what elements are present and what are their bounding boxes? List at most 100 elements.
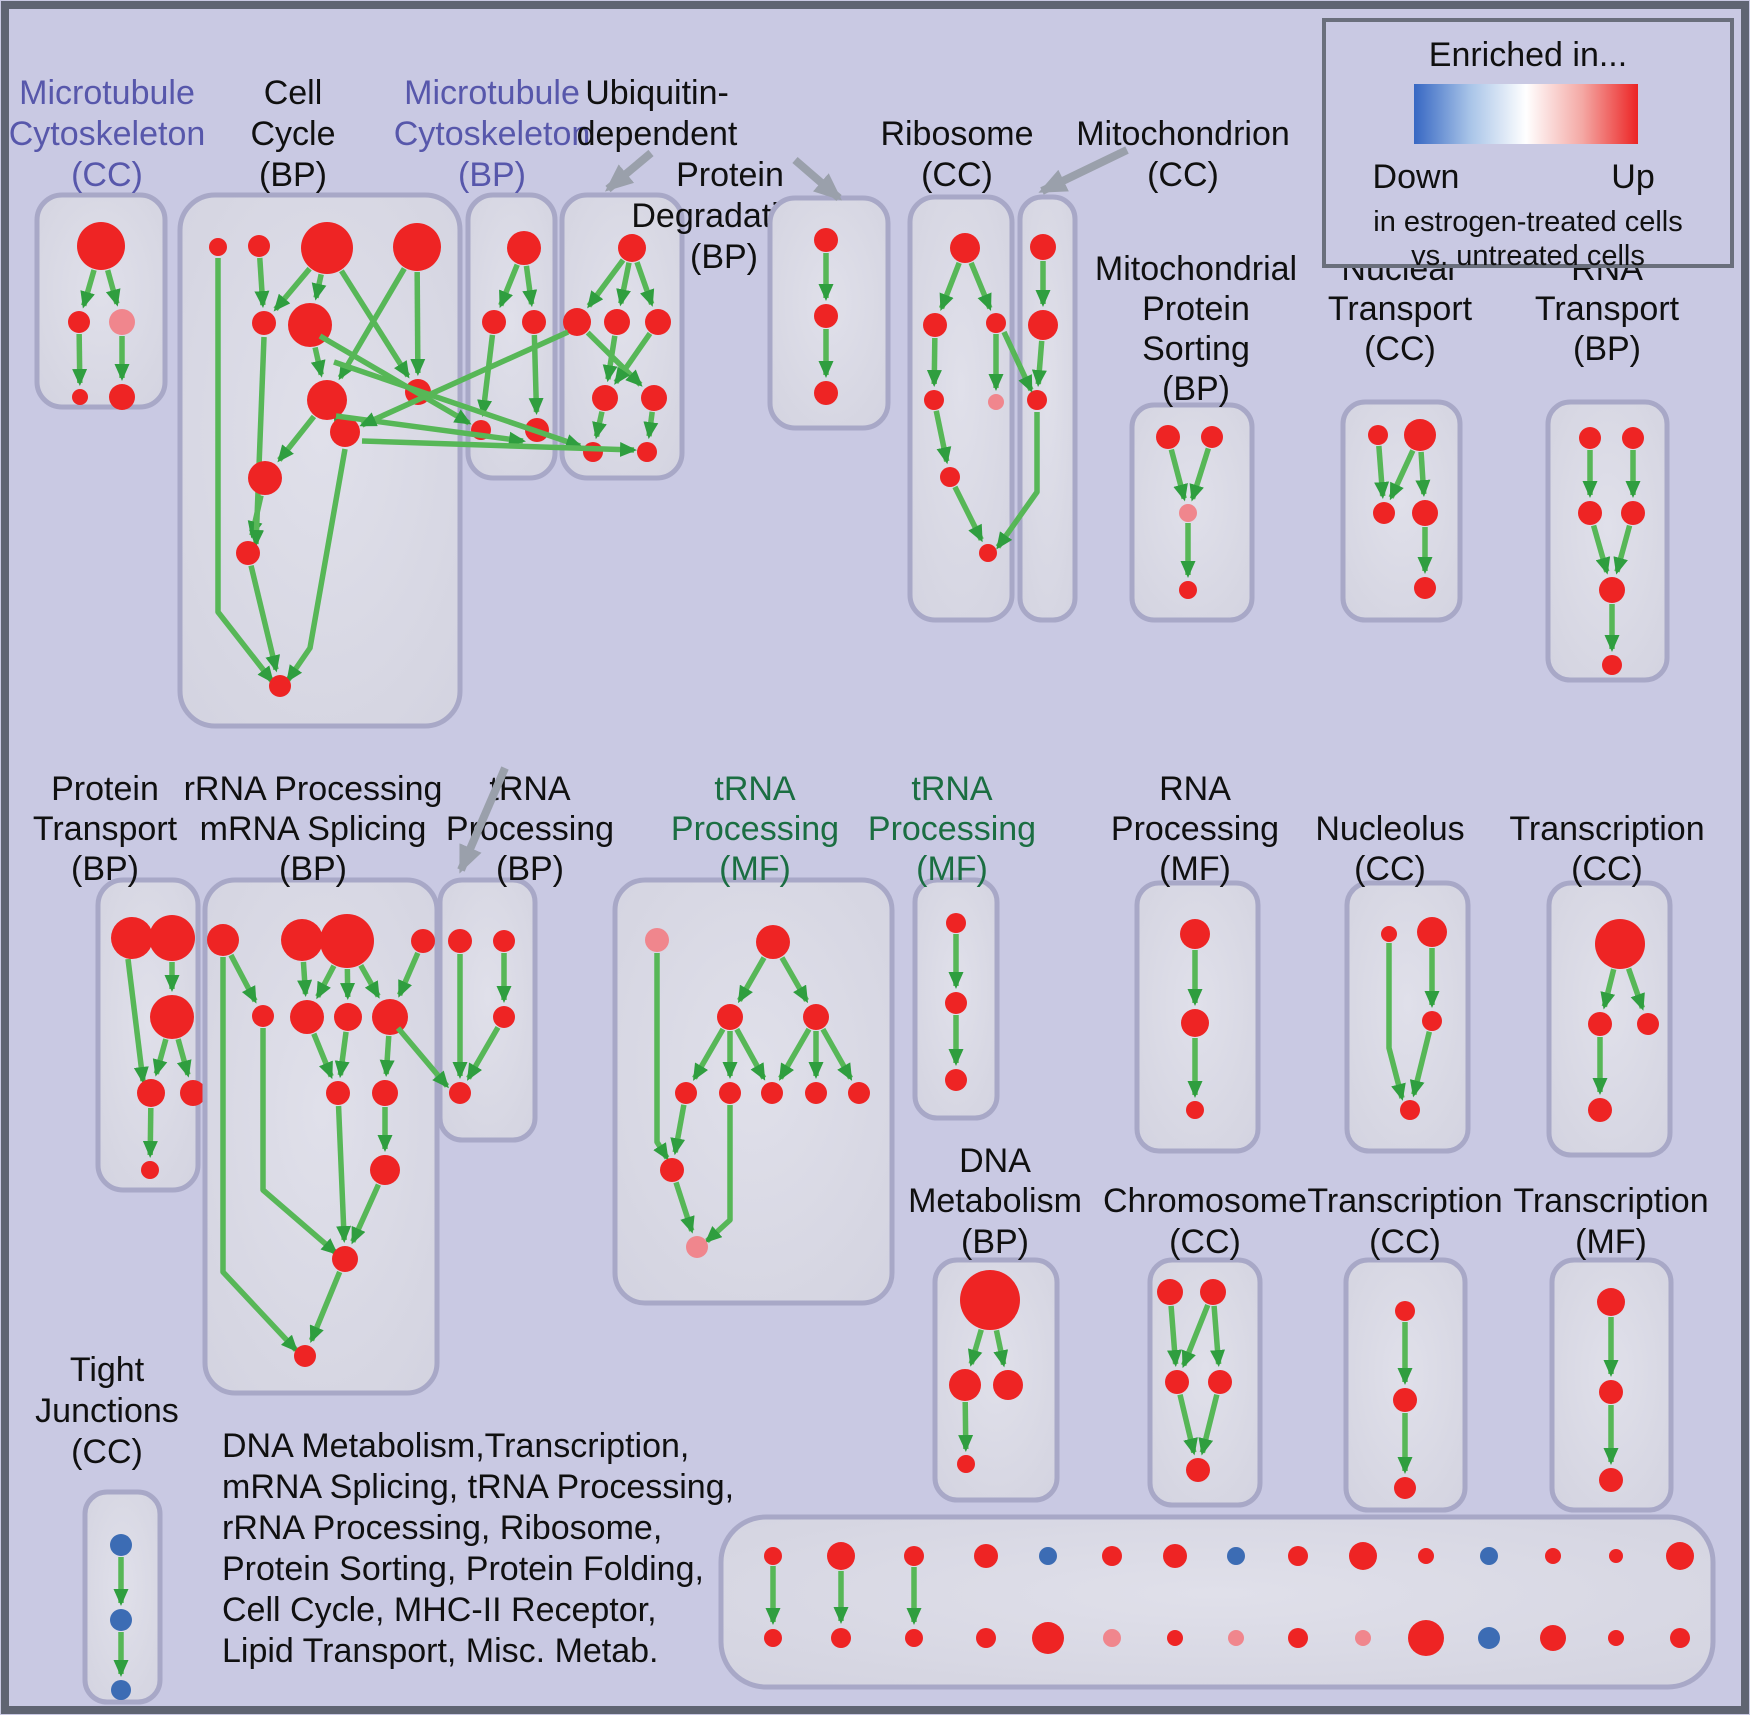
annotation-line: DNA Metabolism,Transcription, <box>222 1427 690 1465</box>
go-term-node <box>1599 1380 1623 1404</box>
go-term-node <box>209 238 227 256</box>
cluster-label: Protein <box>1142 290 1250 328</box>
edge-arrow <box>125 958 149 1084</box>
edge-arrow <box>1386 943 1406 1101</box>
cluster-label: (MF) <box>1159 850 1231 888</box>
edge-arrow <box>220 957 299 1353</box>
go-term-node <box>334 1003 362 1031</box>
go-term-node <box>924 390 944 410</box>
annotation-line: Cell Cycle, MHC-II Receptor, <box>222 1591 657 1629</box>
legend-down-label: Down <box>1372 158 1460 196</box>
go-term-node <box>1400 1100 1420 1120</box>
go-term-node <box>180 1080 206 1106</box>
cluster-label: (CC) <box>921 156 993 194</box>
edge-arrow <box>361 438 637 458</box>
go-term-node <box>1408 1620 1444 1656</box>
go-term-node <box>974 1544 998 1568</box>
go-term-node <box>252 1005 274 1027</box>
go-term-node <box>1540 1625 1566 1651</box>
cluster-box <box>1545 399 1670 683</box>
legend-subtitle-2: vs. untreated cells <box>1411 240 1645 272</box>
annotation-line: Lipid Transport, Misc. Metab. <box>222 1632 659 1670</box>
edge-arrow <box>993 1329 1009 1368</box>
label-pointer-arrow <box>1038 146 1129 195</box>
cluster-label: mRNA Splicing <box>200 810 427 848</box>
cluster-label: (BP) <box>496 850 564 888</box>
go-term-node <box>330 417 360 447</box>
go-term-node <box>988 394 1004 410</box>
cluster-label: (MF) <box>916 850 988 888</box>
cluster-label: tRNA <box>911 770 993 808</box>
cluster-label: (CC) <box>71 156 143 194</box>
cluster-label: Ribosome <box>880 115 1033 153</box>
go-term-node <box>1349 1542 1377 1570</box>
go-term-node <box>905 1629 923 1647</box>
cluster-label: Transcription <box>1513 1182 1708 1220</box>
colour-legend: Enriched in... Down Up in estrogen-treat… <box>1322 18 1734 272</box>
cluster-transcription-mf: Transcription(MF) <box>1513 1182 1709 1513</box>
go-term-node <box>110 1609 132 1631</box>
go-term-node <box>814 304 838 328</box>
edge-arrow <box>335 1105 352 1244</box>
misc-clusters-annotation: DNA Metabolism,Transcription, mRNA Splic… <box>222 1426 734 1672</box>
edge-arrow <box>254 257 270 309</box>
edge-arrow <box>72 333 88 387</box>
cluster-label: (CC) <box>1369 1223 1441 1261</box>
go-term-node <box>993 1370 1023 1400</box>
edge-arrow <box>311 273 327 301</box>
cluster-box <box>612 877 895 1306</box>
edge-arrow <box>952 485 984 543</box>
cluster-label: Transport <box>1535 290 1680 328</box>
go-term-node <box>945 992 967 1014</box>
go-term-node <box>332 1246 358 1272</box>
go-term-node <box>756 925 790 959</box>
cluster-label: Microtubule <box>404 74 580 112</box>
edge-arrow <box>1168 448 1188 502</box>
edge-arrow <box>477 334 496 418</box>
edge-arrow <box>704 1105 733 1244</box>
go-term-node <box>248 235 270 257</box>
go-term-node <box>645 309 671 335</box>
cluster-label: Protein <box>51 770 159 808</box>
go-term-node <box>1200 1279 1226 1305</box>
go-term-node <box>1395 1301 1415 1321</box>
go-term-node <box>1637 1013 1659 1035</box>
go-term-node <box>1621 501 1645 525</box>
go-term-node <box>507 231 541 265</box>
go-term-node <box>1030 234 1056 260</box>
go-term-node <box>1179 504 1197 522</box>
cluster-label: Ubiquitin- <box>585 74 729 112</box>
edge-arrow <box>653 953 670 1161</box>
cluster-box <box>1344 880 1471 1154</box>
edge-arrow <box>1167 1305 1182 1368</box>
go-term-node <box>814 381 838 405</box>
go-term-node <box>904 1546 924 1566</box>
go-term-node <box>604 309 630 335</box>
go-term-node <box>236 541 260 565</box>
label-pointer-arrow <box>457 766 509 874</box>
go-term-node <box>764 1547 782 1565</box>
go-term-node <box>950 233 980 263</box>
go-term-node <box>269 675 291 697</box>
go-term-node <box>1545 1548 1561 1564</box>
go-term-node <box>372 999 408 1035</box>
go-term-node <box>1404 419 1436 451</box>
edge-arrow <box>634 261 655 307</box>
go-term-node <box>637 442 657 462</box>
cluster-label: Processing <box>671 810 839 848</box>
edge-arrow <box>308 1270 343 1344</box>
go-term-node <box>946 913 966 933</box>
go-term-node <box>149 915 195 961</box>
edge-arrow <box>820 1027 854 1081</box>
go-term-node <box>110 1534 132 1556</box>
go-term-node <box>717 1004 743 1030</box>
cluster-label: Processing <box>1111 810 1279 848</box>
go-term-node <box>1602 655 1622 675</box>
edge-arrow <box>273 266 312 312</box>
legend-title: Enriched in... <box>1428 36 1628 74</box>
